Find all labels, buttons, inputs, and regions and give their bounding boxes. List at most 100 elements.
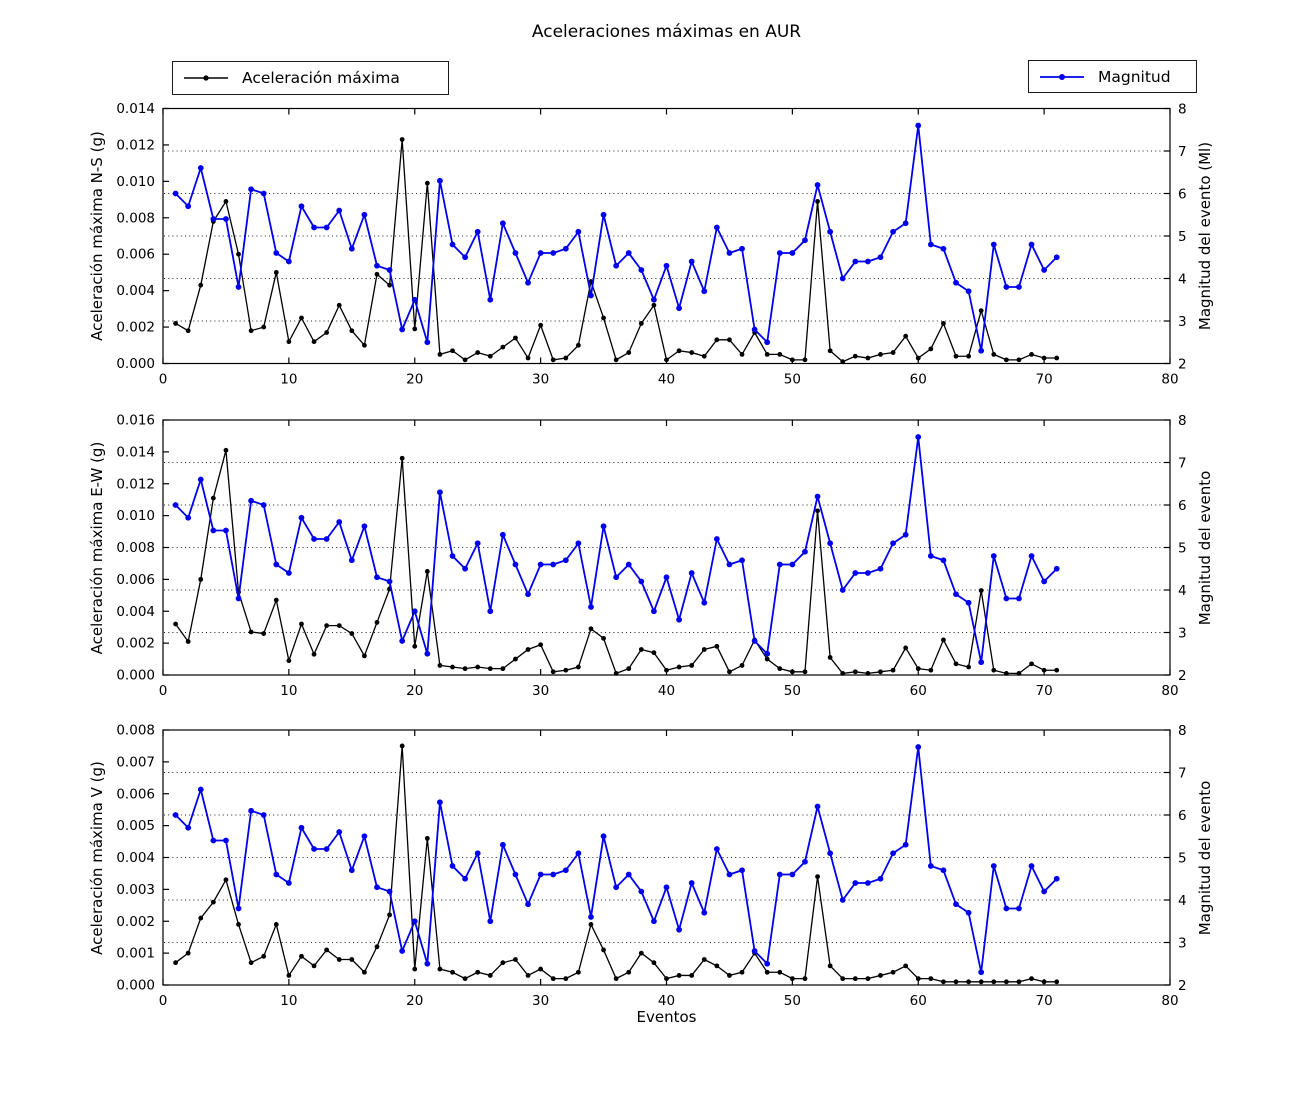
legend-mag-line-icon bbox=[1040, 73, 1084, 80]
x-tick-label: 60 bbox=[910, 993, 927, 1009]
accel-point bbox=[613, 976, 619, 982]
accel-point bbox=[601, 315, 606, 321]
magnitud-point bbox=[311, 536, 317, 542]
chart-title: Aceleraciones máximas en AUR bbox=[531, 22, 802, 42]
magnitud-point bbox=[776, 561, 783, 568]
x-tick-label: 50 bbox=[784, 993, 801, 1009]
accel-point bbox=[236, 251, 241, 257]
magnitud-point bbox=[927, 553, 934, 559]
magnitud-point bbox=[197, 165, 204, 171]
accel-point bbox=[550, 669, 556, 675]
magnitud-point bbox=[525, 901, 531, 908]
accel-point bbox=[865, 976, 871, 982]
accel-point bbox=[689, 350, 695, 355]
magnitud-point bbox=[713, 536, 720, 542]
accel-point bbox=[638, 647, 644, 652]
magnitud-point bbox=[588, 292, 594, 299]
accel-point bbox=[928, 976, 934, 982]
magnitud-point bbox=[613, 262, 620, 269]
x-tick-label: 10 bbox=[280, 372, 297, 388]
accel-point bbox=[1054, 979, 1060, 985]
x-tick-label: 40 bbox=[658, 372, 675, 388]
magnitud-point bbox=[474, 228, 481, 235]
accel-point bbox=[878, 973, 883, 978]
y-tick-label-left: 0.004 bbox=[116, 604, 155, 620]
accel-point bbox=[903, 333, 909, 339]
magnitud-point bbox=[802, 858, 808, 865]
magnitud-point bbox=[940, 557, 947, 564]
magnitud-point bbox=[311, 224, 317, 231]
magnitud-point bbox=[726, 561, 733, 568]
magnitud-point bbox=[978, 659, 985, 666]
magnitud-point bbox=[437, 177, 443, 184]
y-tick-label-right: 8 bbox=[1178, 413, 1187, 429]
magnitud-point bbox=[1028, 863, 1035, 869]
accel-point bbox=[878, 669, 883, 675]
magnitud-point bbox=[210, 837, 217, 844]
magnitud-point bbox=[676, 305, 682, 312]
accel-point bbox=[387, 912, 392, 918]
magnitud-point bbox=[172, 502, 179, 508]
magnitud-point bbox=[625, 250, 632, 256]
accel-point bbox=[1029, 661, 1034, 667]
accel-point bbox=[953, 353, 959, 359]
magnitud-point bbox=[701, 599, 708, 606]
y-tick-label-right: 6 bbox=[1178, 187, 1187, 203]
accel-line bbox=[175, 450, 1057, 675]
magnitud-point bbox=[474, 540, 481, 547]
magnitud-point bbox=[902, 841, 909, 848]
magnitud-point bbox=[877, 875, 884, 882]
x-tick-label: 10 bbox=[280, 683, 297, 699]
x-tick-label: 30 bbox=[532, 683, 549, 699]
accel-point bbox=[173, 960, 178, 966]
accel-point bbox=[299, 621, 304, 627]
magnitud-point bbox=[323, 224, 330, 231]
magnitud-point bbox=[474, 850, 481, 857]
magnitud-point bbox=[927, 863, 934, 869]
y-tick-label-left: 0.006 bbox=[116, 786, 155, 802]
accel-point bbox=[273, 922, 279, 927]
y-tick-label-right: 7 bbox=[1178, 144, 1187, 160]
accel-point bbox=[915, 666, 921, 672]
magnitud-point bbox=[990, 241, 997, 248]
magnitud-point bbox=[260, 190, 267, 197]
magnitud-point bbox=[348, 245, 355, 252]
y-tick-label-left: 0.002 bbox=[116, 636, 155, 652]
magnitud-point bbox=[588, 604, 594, 610]
y-tick-label-left: 0.002 bbox=[116, 320, 155, 336]
accel-point bbox=[349, 957, 355, 962]
y-tick-label-left: 0.005 bbox=[116, 818, 155, 834]
magnitud-point bbox=[298, 203, 305, 210]
accel-point bbox=[1003, 979, 1009, 985]
accel-point bbox=[878, 351, 883, 357]
magnitud-point bbox=[248, 497, 255, 504]
ylabel-left-ew: Aceleración máxima E-W (g) bbox=[88, 441, 106, 654]
magnitud-point bbox=[361, 833, 368, 840]
magnitud-point bbox=[386, 888, 393, 895]
magnitud-point bbox=[827, 540, 834, 547]
y-tick-label-right: 2 bbox=[1178, 668, 1187, 684]
magnitud-point bbox=[651, 918, 657, 925]
magnitud-point bbox=[462, 565, 468, 572]
accel-point bbox=[777, 666, 783, 672]
y-tick-label-left: 0.014 bbox=[116, 444, 155, 460]
magnitud-point bbox=[298, 514, 305, 521]
magnitud-point bbox=[852, 570, 859, 576]
accel-point bbox=[387, 282, 392, 288]
accel-point bbox=[739, 663, 745, 668]
accel-point bbox=[865, 355, 871, 361]
y-tick-label-left: 0.006 bbox=[116, 572, 155, 588]
magnitud-point bbox=[550, 250, 557, 256]
accel-point bbox=[978, 588, 984, 593]
magnitud-point bbox=[424, 339, 431, 346]
magnitud-point bbox=[487, 608, 494, 615]
x-tick-label: 0 bbox=[159, 372, 168, 388]
magnitud-point bbox=[776, 871, 783, 878]
x-tick-label: 60 bbox=[910, 372, 927, 388]
magnitud-point bbox=[814, 182, 821, 188]
magnitud-point bbox=[285, 570, 292, 576]
accel-point bbox=[626, 350, 632, 355]
magnitud-point bbox=[1053, 254, 1060, 261]
magnitud-point bbox=[550, 561, 557, 568]
accel-point bbox=[248, 629, 254, 635]
